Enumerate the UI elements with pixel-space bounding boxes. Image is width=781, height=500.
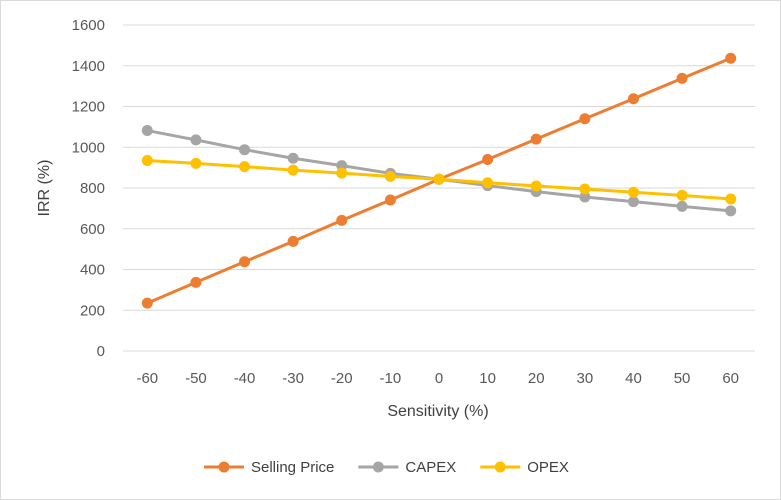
data-point [239,256,251,268]
series-capex [141,125,737,217]
y-axis-title: IRR (%) [36,160,53,217]
y-tick-label: 1000 [72,139,105,156]
legend-item: OPEX [480,459,569,476]
data-point [141,154,153,166]
data-point [482,153,494,165]
data-point [190,276,202,288]
y-tick-label: 200 [80,302,105,319]
x-tick-label: 10 [479,370,496,387]
legend-label: OPEX [527,459,569,476]
data-point [627,93,639,105]
y-tick-label: 1200 [72,99,105,116]
legend: Selling Price CAPEX OPEX [204,459,569,476]
x-tick-label: -40 [234,370,256,387]
series-line [147,129,731,213]
data-point [530,133,542,145]
data-point [725,52,737,64]
x-axis-title: Sensitivity (%) [387,403,488,420]
legend-item: CAPEX [358,459,456,476]
data-point [287,235,299,247]
data-point [239,161,251,173]
legend-marker [494,461,506,473]
data-point [190,134,202,146]
y-tick-label: 1400 [72,58,105,75]
x-tick-label: 20 [528,370,545,387]
data-point [676,200,688,212]
data-point [287,164,299,176]
data-point [579,113,591,125]
data-point [141,125,153,137]
x-tick-label: -10 [380,370,402,387]
series-opex [141,154,737,205]
x-tick-label: 0 [435,370,443,387]
gridlines [123,24,755,352]
data-point [336,160,348,172]
data-point [482,177,494,189]
data-point [579,183,591,195]
x-tick-label: -20 [331,370,353,387]
data-point [239,144,251,156]
x-tick-label: 40 [625,370,642,387]
data-point [725,193,737,205]
data-point [627,186,639,198]
y-tick-label: 0 [97,343,105,360]
legend-item: Selling Price [204,459,334,476]
legend-marker [218,461,230,473]
data-point [336,167,348,179]
data-point [336,214,348,226]
y-axis-ticks: 0 200 400 600 800 1000 1200 1400 1600 [72,17,105,360]
y-tick-label: 600 [80,221,105,238]
x-tick-label: -30 [282,370,304,387]
x-axis-ticks: -60 -50 -40 -30 -20 -10 0 10 20 30 40 50 60 [136,370,739,387]
legend-label: CAPEX [405,459,456,476]
x-tick-label: 60 [722,370,739,387]
y-tick-label: 800 [80,180,105,197]
data-point [530,180,542,192]
x-tick-label: -50 [185,370,207,387]
data-point [141,297,153,309]
data-point [676,189,688,201]
data-point [384,170,396,182]
series-lines [141,52,737,309]
data-point [627,196,639,208]
y-tick-label: 1600 [72,17,105,34]
x-tick-label: 30 [577,370,594,387]
data-point [725,205,737,217]
x-tick-label: 50 [674,370,691,387]
y-tick-label: 400 [80,262,105,279]
legend-marker [372,461,384,473]
data-point [287,152,299,164]
legend-label: Selling Price [251,459,334,476]
x-tick-label: -60 [136,370,158,387]
data-point [433,173,445,185]
data-point [190,157,202,169]
data-point [676,72,688,84]
data-point [579,191,591,203]
data-point [384,194,396,206]
